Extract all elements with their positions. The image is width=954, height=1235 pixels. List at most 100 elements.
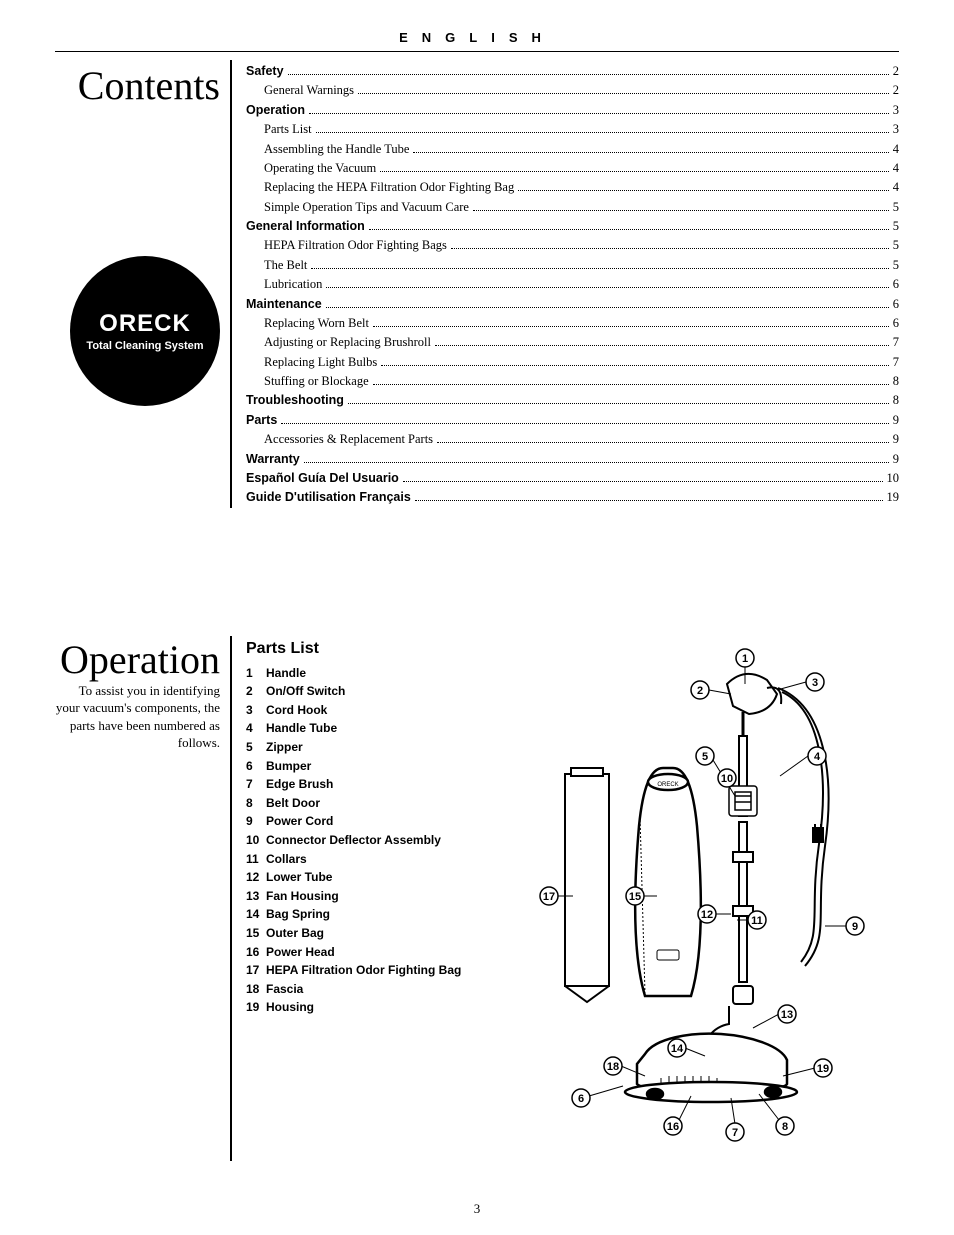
toc-label: Simple Operation Tips and Vacuum Care <box>264 198 469 217</box>
toc-leader-dots <box>309 113 889 114</box>
part-row: 10Connector Deflector Assembly <box>246 831 471 850</box>
part-number: 1 <box>246 664 266 683</box>
toc-leader-dots <box>326 287 888 288</box>
toc-entry: Español Guía Del Usuario10 <box>246 469 899 488</box>
toc-page: 7 <box>893 353 899 372</box>
toc-label: General Warnings <box>264 81 354 100</box>
toc-label: Español Guía Del Usuario <box>246 469 399 488</box>
part-number: 19 <box>246 998 266 1017</box>
part-name: Power Cord <box>266 812 333 831</box>
toc-page: 6 <box>893 295 899 314</box>
toc-page: 9 <box>893 411 899 430</box>
part-row: 8Belt Door <box>246 794 471 813</box>
svg-text:ORECK: ORECK <box>657 782 678 788</box>
part-row: 4Handle Tube <box>246 719 471 738</box>
svg-text:10: 10 <box>721 773 733 785</box>
contents-left-col: Contents ORECK Total Cleaning System <box>55 60 230 508</box>
diagram-leader-line <box>589 1086 623 1096</box>
svg-text:16: 16 <box>667 1121 679 1133</box>
diagram-leader-line <box>780 756 808 776</box>
diagram-callout: 13 <box>778 1005 796 1023</box>
svg-text:12: 12 <box>701 909 713 921</box>
svg-text:4: 4 <box>814 751 821 763</box>
toc-entry: Accessories & Replacement Parts9 <box>246 430 899 449</box>
toc-label: Assembling the Handle Tube <box>264 140 409 159</box>
toc-label: Parts <box>246 411 277 430</box>
part-row: 18Fascia <box>246 980 471 999</box>
toc-leader-dots <box>316 132 889 133</box>
svg-text:8: 8 <box>782 1121 788 1133</box>
operation-title: Operation <box>55 642 220 678</box>
toc-leader-dots <box>381 365 889 366</box>
toc-leader-dots <box>473 210 889 211</box>
svg-text:2: 2 <box>697 685 703 697</box>
diagram-callout: 9 <box>846 917 864 935</box>
part-name: On/Off Switch <box>266 682 345 701</box>
toc-leader-dots <box>373 384 889 385</box>
toc-page: 5 <box>893 198 899 217</box>
toc-entry: Operation3 <box>246 101 899 120</box>
toc-label: Adjusting or Replacing Brushroll <box>264 333 431 352</box>
svg-text:6: 6 <box>578 1093 584 1105</box>
toc-leader-dots <box>348 403 889 404</box>
toc-page: 6 <box>893 275 899 294</box>
operation-left-col: Operation To assist you in identifying y… <box>55 636 230 1161</box>
svg-text:14: 14 <box>671 1043 684 1055</box>
diagram-leader-line <box>709 690 731 694</box>
part-row: 1Handle <box>246 664 471 683</box>
toc-entry: Stuffing or Blockage8 <box>246 372 899 391</box>
diagram-callout: 19 <box>814 1059 832 1077</box>
toc-leader-dots <box>358 93 889 94</box>
parts-list-column: Parts List 1Handle2On/Off Switch3Cord Ho… <box>246 636 471 1161</box>
part-name: Housing <box>266 998 314 1017</box>
parts-list-title: Parts List <box>246 640 471 658</box>
part-name: Bag Spring <box>266 905 330 924</box>
toc-label: Troubleshooting <box>246 391 344 410</box>
part-name: Handle Tube <box>266 719 337 738</box>
diagram-callout: 1 <box>736 649 754 667</box>
diagram-callout: 6 <box>572 1089 590 1107</box>
part-number: 8 <box>246 794 266 813</box>
svg-text:9: 9 <box>852 921 858 933</box>
part-number: 9 <box>246 812 266 831</box>
logo-brand-text: ORECK <box>99 310 191 338</box>
part-name: Connector Deflector Assembly <box>266 831 441 850</box>
toc-label: Parts List <box>264 120 312 139</box>
diagram-callout: 11 <box>748 911 766 929</box>
diagram-callout: 4 <box>808 747 826 765</box>
toc-entry: General Information5 <box>246 217 899 236</box>
toc-entry: Maintenance 6 <box>246 295 899 314</box>
toc-label: Stuffing or Blockage <box>264 372 369 391</box>
part-number: 13 <box>246 887 266 906</box>
toc-page: 6 <box>893 314 899 333</box>
diagram-callout: 3 <box>806 673 824 691</box>
part-name: Outer Bag <box>266 924 324 943</box>
contents-section: Contents ORECK Total Cleaning System Saf… <box>55 60 899 508</box>
toc-page: 9 <box>893 430 899 449</box>
svg-text:19: 19 <box>817 1063 829 1075</box>
part-name: Edge Brush <box>266 775 333 794</box>
part-number: 4 <box>246 719 266 738</box>
toc-entry: Troubleshooting 8 <box>246 391 899 410</box>
toc-page: 8 <box>893 391 899 410</box>
svg-text:18: 18 <box>607 1061 619 1073</box>
parts-diagram: ORECK <box>481 636 899 1161</box>
toc-label: Maintenance <box>246 295 322 314</box>
diagram-callout: 10 <box>718 769 736 787</box>
toc-page: 4 <box>893 178 899 197</box>
part-name: Bumper <box>266 757 311 776</box>
svg-text:15: 15 <box>629 891 641 903</box>
svg-text:17: 17 <box>543 891 555 903</box>
toc-leader-dots <box>311 268 888 269</box>
toc-entry: Replacing Worn Belt6 <box>246 314 899 333</box>
toc-entry: Adjusting or Replacing Brushroll7 <box>246 333 899 352</box>
toc-label: Replacing Light Bulbs <box>264 353 377 372</box>
part-number: 5 <box>246 738 266 757</box>
part-row: 19Housing <box>246 998 471 1017</box>
toc-leader-dots <box>369 229 889 230</box>
brand-logo: ORECK Total Cleaning System <box>70 256 220 406</box>
part-row: 9Power Cord <box>246 812 471 831</box>
toc-entry: Assembling the Handle Tube4 <box>246 140 899 159</box>
toc-entry: Replacing Light Bulbs 7 <box>246 353 899 372</box>
toc-page: 3 <box>893 101 899 120</box>
